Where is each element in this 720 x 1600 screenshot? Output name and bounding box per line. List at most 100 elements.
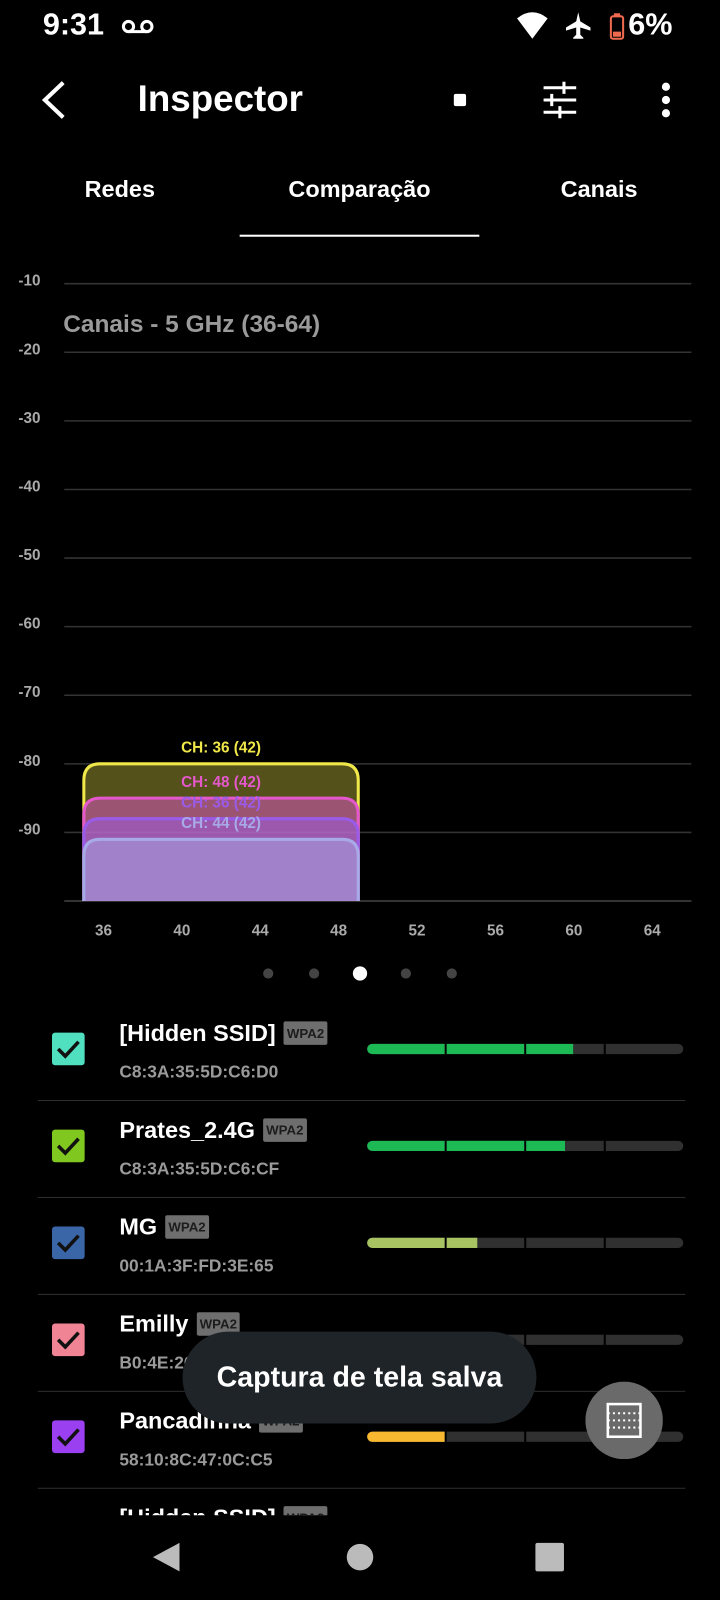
checkbox[interactable] (52, 1032, 85, 1066)
signal-fill (446, 1140, 525, 1152)
signal-fill (367, 1431, 445, 1442)
signal-fill (446, 1043, 525, 1055)
security-badge: WPA2 (196, 1312, 241, 1336)
x-tick-label: 48 (330, 923, 348, 940)
y-tick-label: -40 (18, 478, 40, 495)
x-tick-label: 64 (644, 923, 662, 940)
network-name: Emilly WPA2 (119, 1310, 241, 1338)
signal-fill (446, 1237, 478, 1248)
fab-button[interactable] (585, 1381, 663, 1460)
tab-selected[interactable]: Comparação (288, 175, 431, 203)
tab[interactable]: Canais (560, 175, 638, 203)
chart: Canais - 5 GHz (36-64) -10 -20 -30 -40 -50 -6… (18, 273, 692, 940)
checkbox[interactable] (52, 1420, 85, 1454)
network-name: Prates_2.4G WPA2 (119, 1116, 307, 1144)
menu-button[interactable] (658, 82, 674, 119)
network-name-text: [Hidden SSID] (119, 1504, 275, 1515)
network-row: Prates_2.4G WPA2 C8:3A:35:5D:C6:CF (37, 1100, 686, 1198)
signal-segment (605, 1140, 684, 1152)
series-label: CH: 36 (42) (181, 740, 261, 757)
nav-recents[interactable] (535, 1542, 564, 1572)
signal-segment (526, 1237, 604, 1248)
x-tick-label: 40 (173, 923, 190, 940)
signal-segment (526, 1431, 604, 1442)
x-tick-label: 44 (252, 923, 270, 940)
back-button[interactable] (39, 80, 70, 121)
series-label: CH: 44 (42) (181, 815, 261, 832)
y-tick-label: -50 (18, 547, 40, 564)
signal-segment (446, 1431, 525, 1442)
checkmark (56, 1428, 80, 1447)
battery-icon (609, 13, 625, 40)
checkmark (56, 1234, 80, 1253)
signal-fill (367, 1237, 445, 1248)
x-tick-label: 60 (565, 923, 582, 940)
x-tick-label: 52 (409, 923, 426, 940)
network-name: MG WPA2 (119, 1213, 209, 1241)
checkmark (56, 1137, 80, 1156)
tab-indicator (239, 234, 480, 237)
stop-button[interactable] (453, 93, 467, 107)
mac-address: 00:1A:3F:FD:3E:65 (119, 1256, 274, 1276)
nav-bar (152, 1542, 564, 1572)
signal-segment (605, 1237, 684, 1248)
app-title: Inspector (137, 77, 303, 120)
mac-address: 58:10:8C:47:0C:C5 (119, 1450, 273, 1470)
chart-title: Canais - 5 GHz (36-64) (63, 311, 320, 338)
checkbox[interactable] (52, 1129, 85, 1163)
y-tick-label: -70 (18, 684, 40, 701)
checkmark (56, 1040, 80, 1059)
filter-button[interactable] (542, 81, 579, 119)
pager-dots (263, 966, 457, 981)
checkbox[interactable] (52, 1226, 85, 1260)
signal-fill (526, 1140, 565, 1152)
network-name: [Hidden SSID] WPA2 (119, 1504, 328, 1516)
airplane-icon (566, 12, 591, 39)
security-badge: WPA2 (165, 1215, 209, 1239)
security-badge: WPA2 (263, 1118, 307, 1142)
y-tick-label: -10 (18, 273, 40, 290)
checkbox[interactable] (52, 1323, 85, 1357)
signal-segment (526, 1140, 604, 1152)
network-name-text: Emilly (119, 1310, 189, 1337)
security-badge: WPA2 (283, 1506, 328, 1516)
signal-fill (367, 1140, 445, 1152)
y-tick-label: -60 (18, 616, 40, 633)
wifi-icon (517, 12, 548, 39)
network-name-text: MG (119, 1213, 158, 1240)
network-name-text: Prates_2.4G (119, 1116, 255, 1143)
network-row: [Hidden SSID] WPA2 C8:3A:35:5D:C6:D0 (37, 1003, 686, 1102)
signal-fill (526, 1043, 573, 1055)
y-tick-label: -30 (18, 410, 40, 427)
mac-address: C8:3A:35:5D:C6:CF (119, 1159, 280, 1179)
nav-home[interactable] (346, 1543, 374, 1571)
status-time: 9:31 (42, 8, 105, 42)
x-tick-label: 56 (487, 923, 504, 940)
network-name-text: [Hidden SSID] (119, 1019, 276, 1046)
signal-segment (526, 1334, 604, 1345)
y-tick-label: -20 (18, 341, 40, 358)
network-row: MG WPA2 00:1A:3F:FD:3E:65 (37, 1197, 686, 1295)
y-tick-label: -80 (18, 753, 40, 770)
signal-segment (605, 1334, 684, 1345)
series-label: CH: 36 (42) (181, 794, 261, 811)
network-name: [Hidden SSID] WPA2 (119, 1019, 328, 1047)
y-tick-label: -90 (18, 821, 40, 838)
signal-fill (367, 1043, 445, 1055)
signal-segment (446, 1237, 525, 1248)
security-badge: WPA2 (283, 1021, 328, 1045)
checkmark (56, 1331, 80, 1350)
series-label: CH: 48 (42) (181, 774, 261, 791)
nav-back[interactable] (152, 1542, 180, 1572)
signal-area (82, 837, 360, 902)
toast: Captura de tela salva (182, 1331, 537, 1424)
tab[interactable]: Redes (84, 175, 156, 203)
signal-segment (605, 1043, 684, 1055)
mac-address: C8:3A:35:5D:C6:D0 (119, 1062, 279, 1082)
voicemail-icon (121, 19, 154, 34)
x-tick-label: 36 (95, 923, 112, 940)
battery-level: 6% (628, 8, 673, 42)
